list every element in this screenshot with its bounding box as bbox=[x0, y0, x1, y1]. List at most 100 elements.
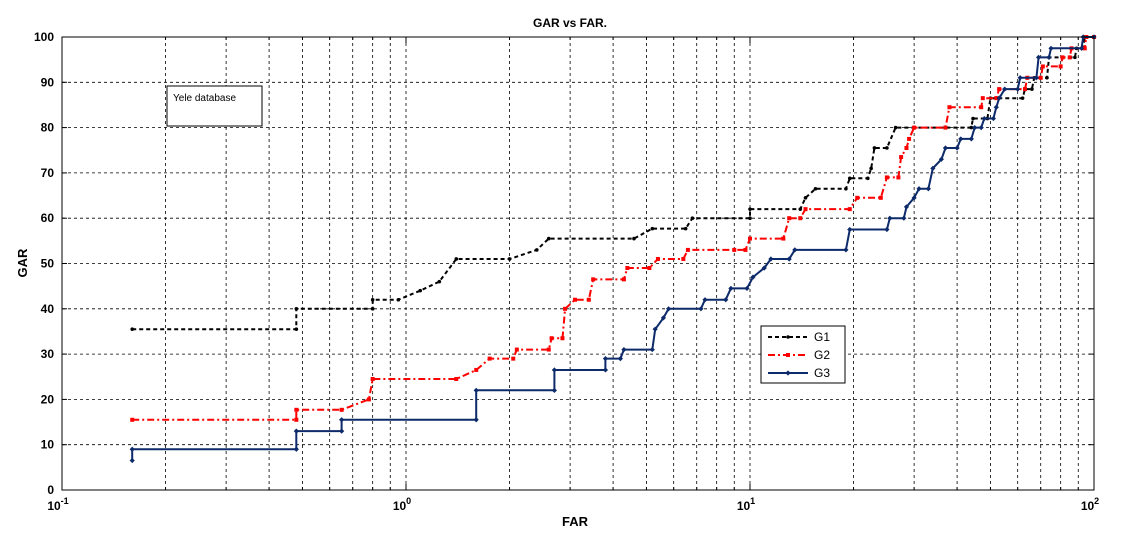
data-point bbox=[847, 207, 852, 212]
data-point bbox=[563, 306, 568, 311]
data-point bbox=[339, 417, 345, 423]
data-point bbox=[942, 145, 949, 151]
data-point bbox=[872, 146, 877, 150]
data-point bbox=[660, 315, 666, 321]
data-point bbox=[803, 196, 808, 200]
legend-label: G3 bbox=[814, 366, 830, 380]
data-point bbox=[786, 256, 792, 262]
data-point bbox=[1082, 46, 1087, 51]
data-point bbox=[1045, 75, 1049, 80]
series-g3 bbox=[129, 34, 1097, 464]
data-point bbox=[655, 256, 660, 261]
data-point bbox=[844, 186, 848, 191]
x-tick-exponent: 1 bbox=[750, 496, 755, 506]
data-point bbox=[418, 288, 423, 293]
data-point bbox=[702, 297, 708, 303]
data-point bbox=[954, 145, 960, 151]
y-tick-label: 70 bbox=[41, 166, 55, 180]
data-point bbox=[996, 95, 1002, 101]
data-point bbox=[632, 236, 636, 241]
x-tick-base: 10 bbox=[737, 499, 751, 513]
data-point bbox=[473, 387, 479, 393]
data-point bbox=[930, 165, 936, 171]
data-point bbox=[294, 407, 299, 412]
data-point bbox=[681, 256, 686, 261]
data-point bbox=[698, 306, 704, 312]
data-point bbox=[560, 336, 565, 341]
data-point bbox=[474, 367, 479, 372]
data-point bbox=[339, 428, 345, 434]
data-point bbox=[744, 285, 750, 292]
x-axis-label: FAR bbox=[562, 514, 589, 529]
y-tick-label: 50 bbox=[41, 257, 55, 271]
data-point bbox=[1020, 96, 1025, 100]
y-tick-label: 60 bbox=[41, 211, 55, 225]
data-point bbox=[768, 256, 774, 262]
data-point bbox=[454, 257, 459, 261]
data-point bbox=[1078, 45, 1085, 51]
data-point bbox=[130, 417, 135, 422]
data-point bbox=[649, 346, 655, 353]
legend-marker bbox=[785, 370, 791, 376]
data-point bbox=[978, 125, 984, 131]
data-point bbox=[487, 356, 492, 361]
data-point bbox=[997, 87, 1002, 92]
x-tick-label: 102 bbox=[1081, 496, 1099, 513]
y-tick-label: 90 bbox=[41, 75, 55, 89]
data-point bbox=[994, 96, 999, 101]
data-point bbox=[1038, 75, 1043, 80]
data-point bbox=[907, 136, 912, 141]
data-point bbox=[130, 327, 135, 331]
annotation-frame bbox=[166, 85, 263, 127]
data-point bbox=[366, 397, 371, 402]
data-point bbox=[912, 125, 917, 130]
data-point bbox=[591, 277, 596, 282]
data-point bbox=[925, 186, 931, 192]
data-point bbox=[798, 216, 803, 221]
data-point bbox=[294, 307, 299, 311]
data-point bbox=[514, 347, 519, 352]
legend-marker bbox=[786, 335, 790, 339]
data-point bbox=[761, 265, 767, 271]
legend-entry-g2: G2 bbox=[768, 348, 830, 362]
legend-marker bbox=[786, 353, 790, 357]
data-point bbox=[293, 446, 299, 452]
y-tick-label: 10 bbox=[41, 438, 55, 452]
data-point bbox=[869, 166, 873, 171]
data-point bbox=[370, 297, 375, 302]
data-point bbox=[884, 175, 889, 180]
data-point bbox=[370, 377, 375, 382]
data-point bbox=[573, 297, 578, 302]
x-tick-base: 10 bbox=[47, 499, 61, 513]
data-point bbox=[938, 156, 944, 162]
data-point bbox=[792, 247, 798, 253]
data-point bbox=[621, 277, 626, 282]
annotation-text: Yele database bbox=[173, 93, 236, 104]
data-point bbox=[1035, 54, 1042, 60]
data-point bbox=[732, 247, 737, 252]
legend-label: G2 bbox=[814, 348, 830, 362]
data-point bbox=[896, 175, 901, 180]
x-tick-label: 100 bbox=[393, 496, 411, 513]
x-tick-exponent: 2 bbox=[1094, 496, 1099, 506]
x-tick-base: 10 bbox=[393, 499, 407, 513]
data-point bbox=[980, 96, 985, 101]
data-point bbox=[903, 204, 910, 210]
data-point bbox=[893, 125, 898, 130]
data-point bbox=[972, 125, 978, 131]
data-point bbox=[1030, 87, 1034, 91]
data-point bbox=[683, 226, 688, 231]
data-point bbox=[1067, 55, 1072, 60]
y-tick-label: 0 bbox=[47, 483, 54, 497]
data-point bbox=[1058, 64, 1063, 69]
data-point bbox=[847, 226, 853, 233]
data-point bbox=[666, 306, 672, 312]
data-point bbox=[787, 216, 792, 221]
x-tick-label: 10-1 bbox=[47, 496, 68, 513]
data-point bbox=[650, 226, 655, 231]
y-tick-label: 20 bbox=[41, 392, 55, 406]
data-point bbox=[981, 115, 987, 122]
data-point bbox=[129, 446, 135, 452]
